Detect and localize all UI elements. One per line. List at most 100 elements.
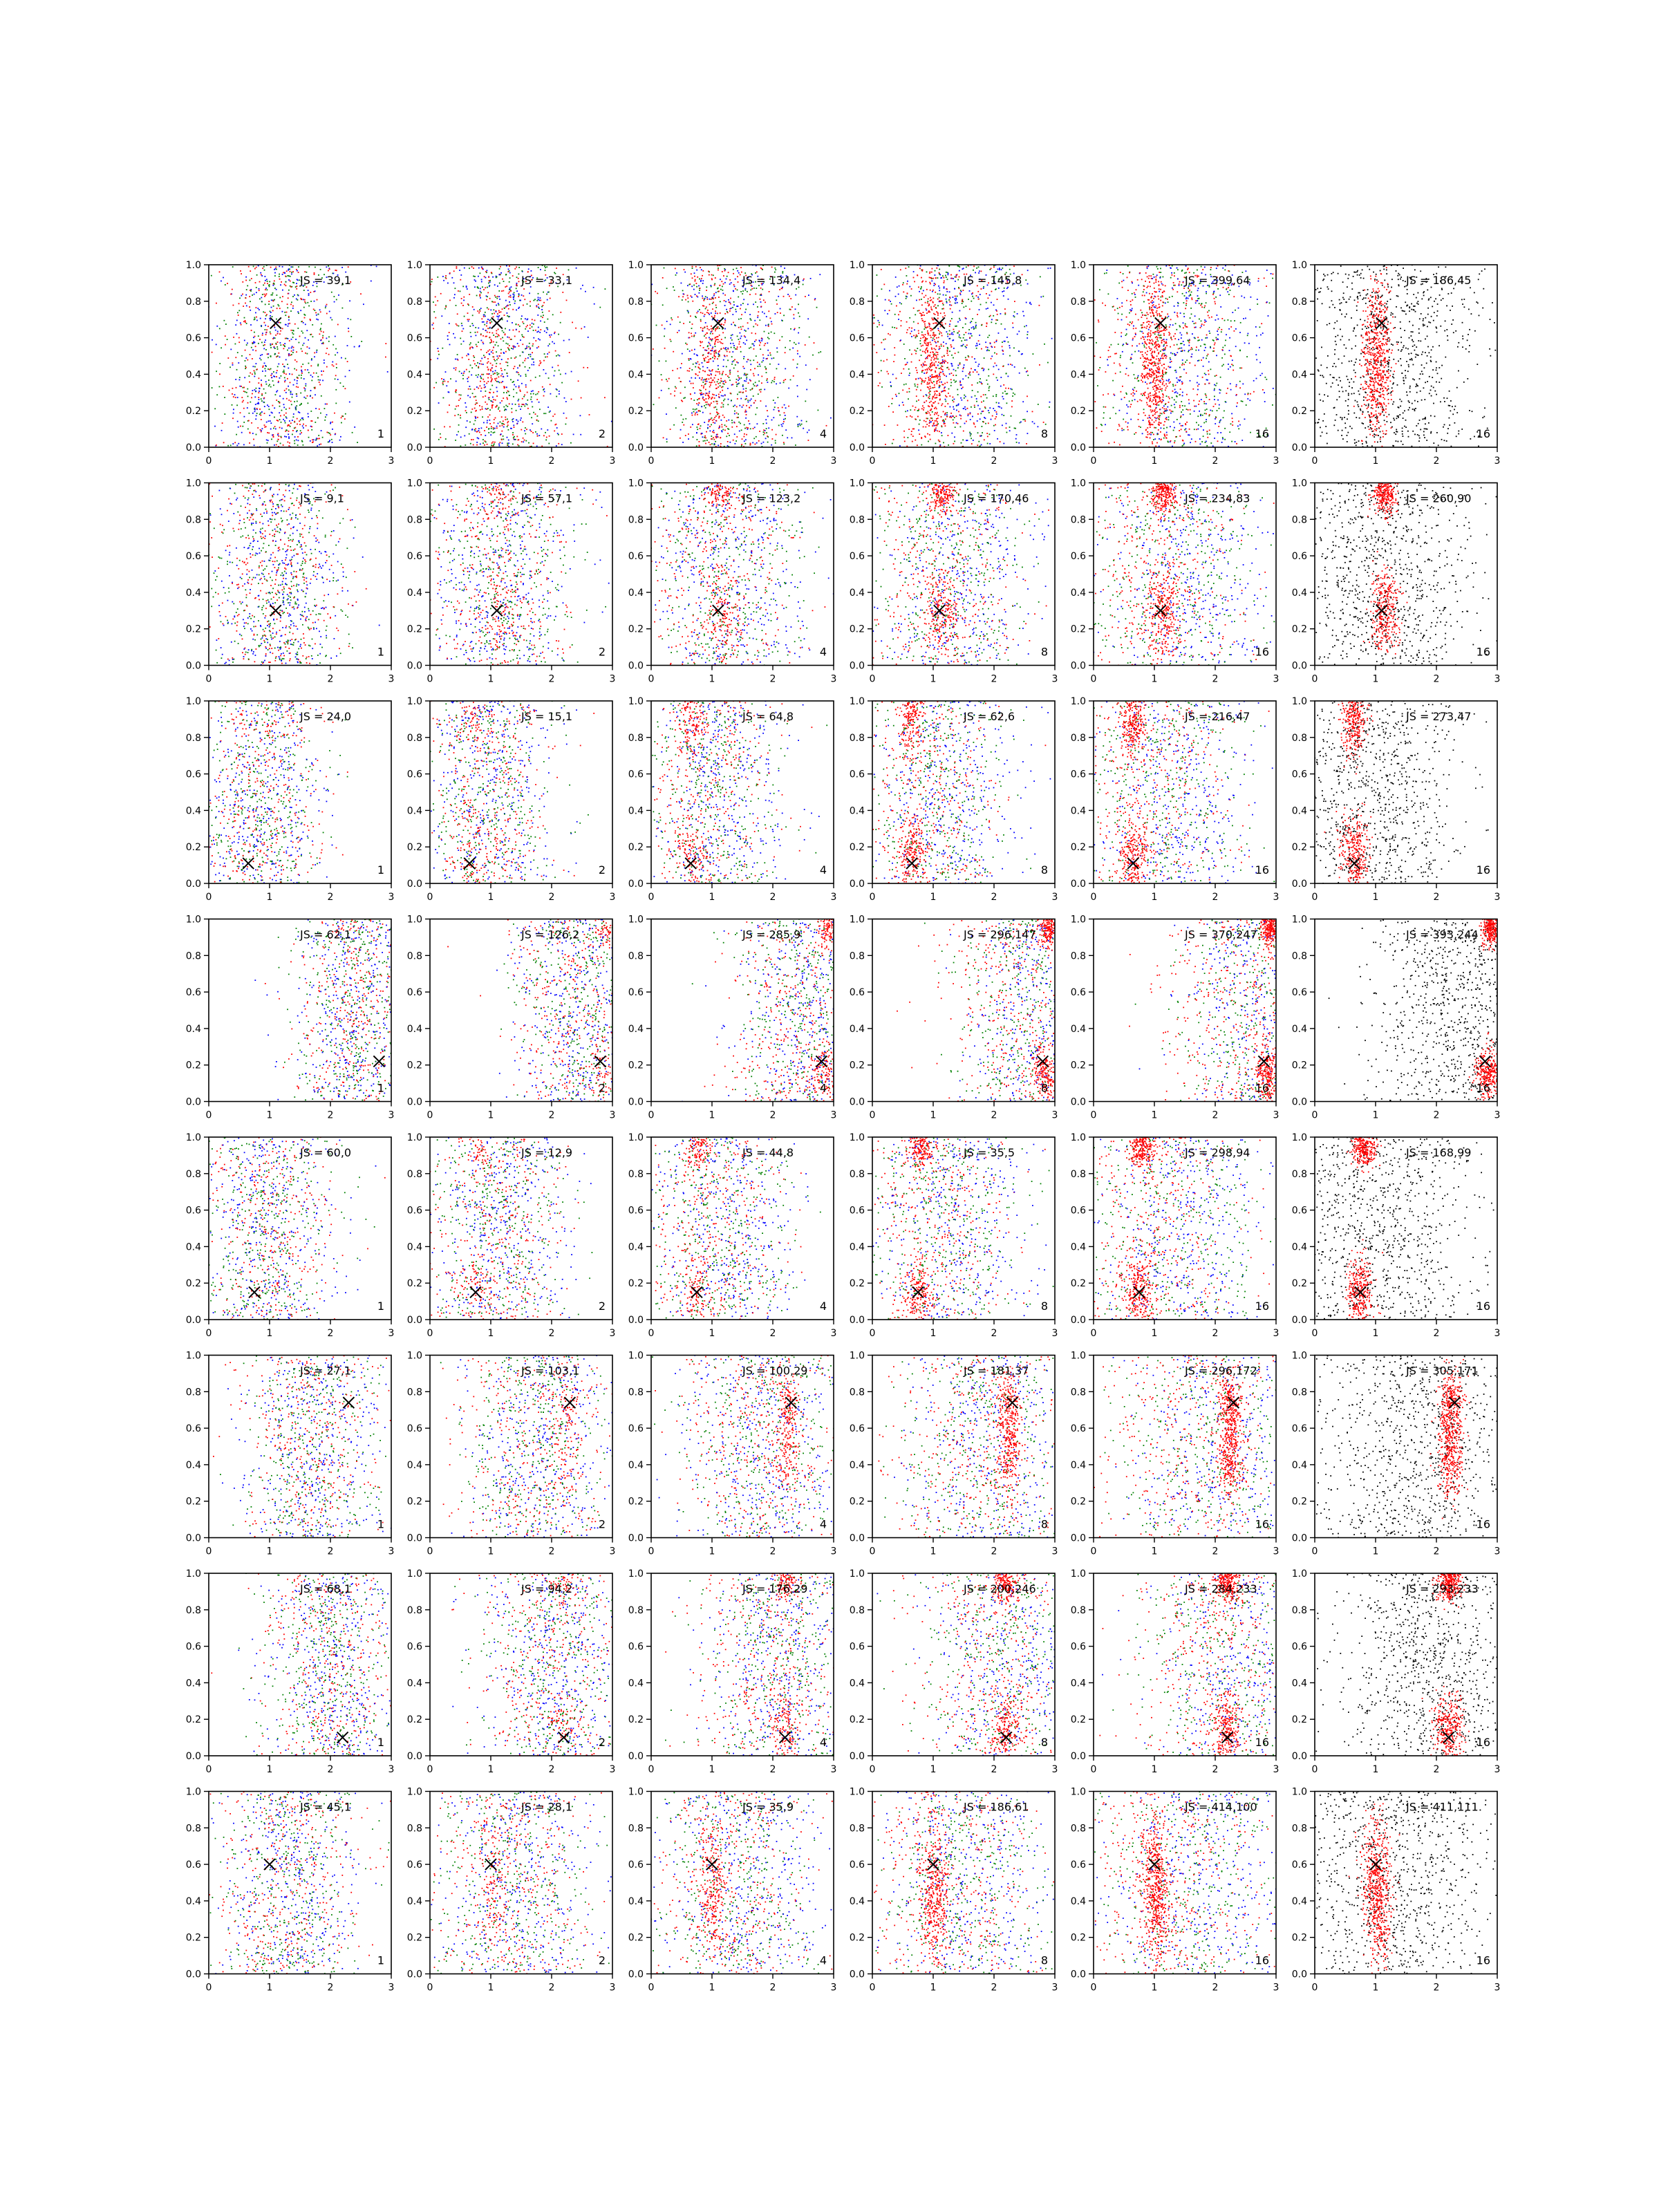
- scatter-point: [744, 436, 745, 438]
- scatter-point: [742, 386, 744, 387]
- scatter-point: [706, 326, 708, 327]
- scatter-point: [923, 312, 924, 313]
- scatter-point: [759, 341, 760, 342]
- scatter-point: [715, 297, 716, 299]
- scatter-point: [221, 347, 222, 348]
- scatter-point: [689, 381, 691, 382]
- scatter-point: [930, 306, 932, 308]
- scatter-point: [527, 325, 528, 326]
- scatter-point: [995, 288, 997, 290]
- scatter-point: [489, 349, 491, 350]
- scatter-point: [272, 300, 274, 301]
- scatter-point: [971, 293, 973, 294]
- scatter-point: [538, 267, 539, 268]
- scatter-point: [906, 298, 907, 299]
- scatter-point: [714, 355, 715, 356]
- scatter-point: [953, 348, 955, 349]
- scatter-point: [706, 393, 708, 394]
- scatter-point: [789, 309, 791, 310]
- scatter-point: [440, 293, 442, 294]
- scatter-point: [703, 347, 704, 348]
- scatter-point: [971, 397, 973, 398]
- scatter-point: [945, 406, 946, 407]
- scatter-point: [977, 382, 978, 384]
- y-tick-label: 0.0: [407, 442, 422, 453]
- scatter-point: [259, 290, 260, 291]
- scatter-point: [708, 404, 709, 405]
- scatter-point: [731, 356, 733, 357]
- scatter-point: [288, 445, 290, 447]
- scatter-point: [261, 384, 262, 385]
- scatter-point: [495, 297, 496, 298]
- scatter-point: [965, 359, 966, 361]
- scatter-point: [311, 358, 312, 359]
- scatter-point: [298, 440, 299, 441]
- scatter-point: [495, 380, 496, 382]
- scatter-point: [923, 409, 924, 411]
- scatter-point: [725, 382, 727, 383]
- scatter-point: [696, 432, 697, 433]
- scatter-point: [279, 357, 281, 358]
- scatter-point: [508, 348, 509, 350]
- scatter-point: [518, 400, 519, 402]
- scatter-point: [250, 280, 251, 281]
- scatter-point: [1045, 424, 1047, 425]
- scatter-point: [264, 283, 265, 284]
- scatter-point: [244, 377, 245, 378]
- scatter-point: [1002, 268, 1003, 269]
- scatter-point: [727, 348, 729, 349]
- scatter-point: [664, 268, 665, 269]
- scatter-point: [445, 275, 447, 276]
- scatter-point: [776, 348, 778, 349]
- y-tick-label: 0.0: [186, 442, 201, 453]
- scatter-point: [715, 356, 716, 357]
- scatter-point: [710, 339, 711, 340]
- scatter-point: [734, 405, 735, 406]
- scatter-point: [812, 355, 814, 356]
- scatter-point: [492, 353, 494, 354]
- scatter-point: [442, 384, 444, 385]
- scatter-points: [430, 264, 612, 448]
- scatter-point: [787, 437, 788, 438]
- scatter-point: [530, 399, 532, 400]
- scatter-point: [507, 347, 509, 348]
- scatter-point: [995, 319, 997, 321]
- scatter-point: [261, 379, 262, 381]
- scatter-point: [261, 326, 262, 327]
- scatter-point: [458, 405, 459, 406]
- scatter-point: [446, 278, 447, 279]
- scatter-point: [975, 328, 977, 329]
- scatter-point: [476, 386, 478, 388]
- scatter-point: [301, 371, 303, 373]
- scatter-point: [902, 402, 903, 403]
- scatter-point: [236, 445, 238, 447]
- scatter-point: [714, 317, 715, 318]
- scatter-point: [532, 352, 533, 353]
- scatter-point: [293, 413, 294, 415]
- scatter-point: [479, 405, 480, 406]
- scatter-point: [659, 360, 660, 362]
- scatter-point: [246, 323, 247, 324]
- scatter-point: [986, 346, 987, 348]
- scatter-point: [700, 341, 701, 342]
- scatter-point: [440, 433, 441, 435]
- y-tick-label: 1.0: [628, 260, 644, 271]
- scatter-point: [969, 371, 971, 373]
- scatter-point: [275, 268, 276, 270]
- scatter-point: [975, 395, 976, 397]
- scatter-point: [241, 324, 242, 326]
- scatter-point: [505, 351, 507, 353]
- scatter-point: [722, 290, 724, 291]
- scatter-point: [498, 310, 500, 312]
- scatter-point: [542, 312, 543, 313]
- scatter-point: [702, 298, 704, 299]
- scatter-point: [310, 319, 311, 320]
- scatter-point: [472, 306, 474, 308]
- scatter-point: [704, 314, 706, 315]
- scatter-point: [500, 368, 502, 369]
- scatter-point: [480, 376, 481, 377]
- scatter-point: [949, 301, 950, 303]
- scatter-point: [524, 406, 525, 407]
- js-annotation: JS = 134,4: [742, 274, 800, 287]
- scatter-point: [779, 289, 780, 290]
